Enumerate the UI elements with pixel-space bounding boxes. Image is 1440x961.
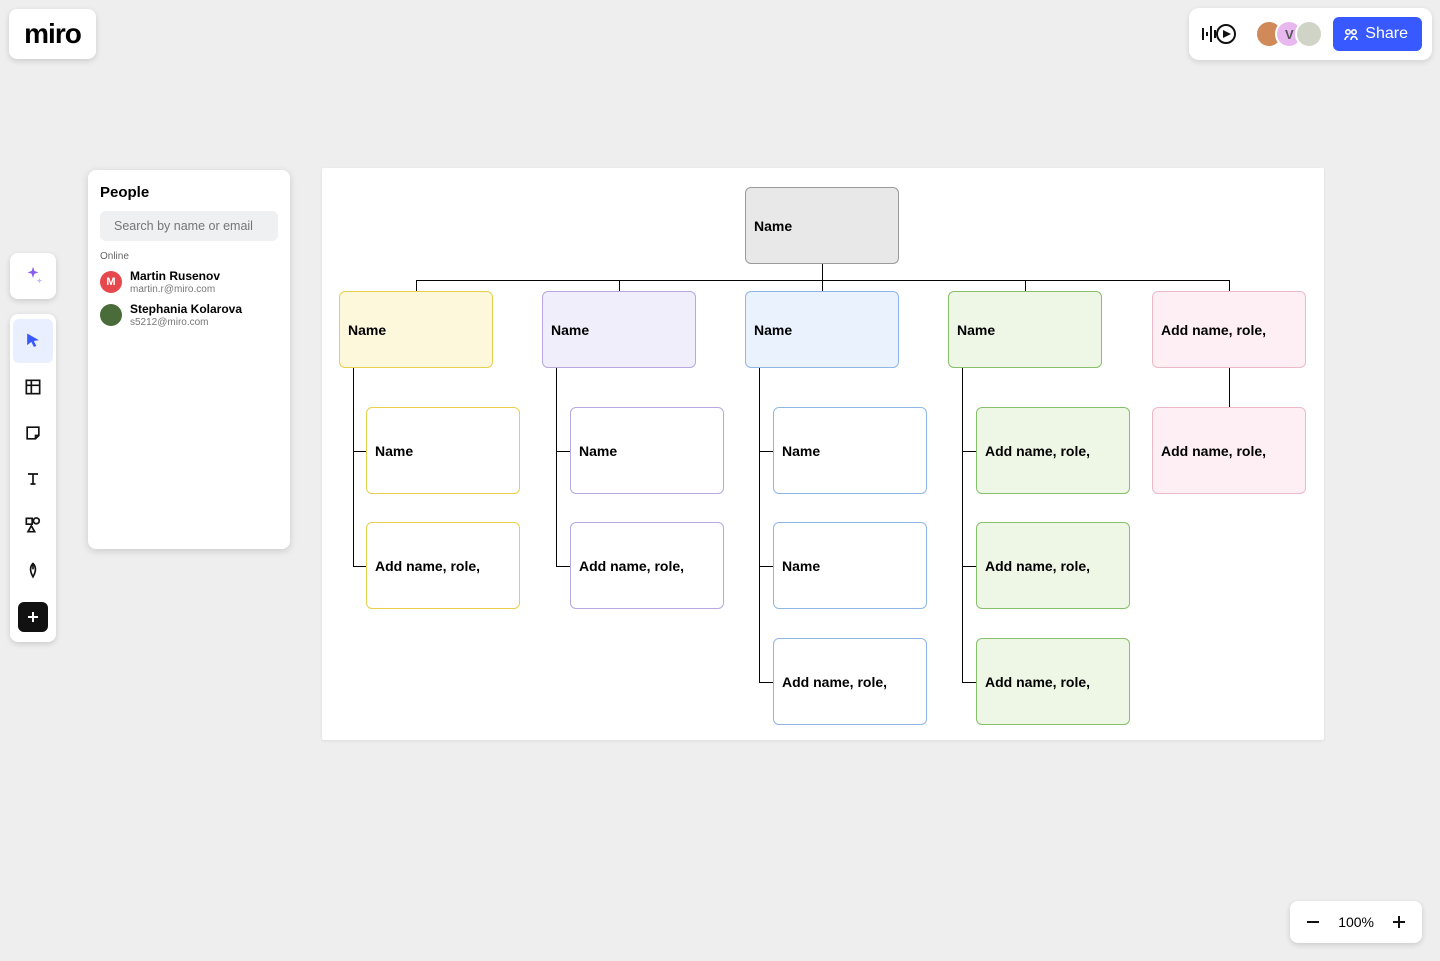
talktrack-icon[interactable] bbox=[1199, 20, 1245, 48]
person-avatar: M bbox=[100, 271, 122, 293]
logo-text: miro bbox=[24, 18, 81, 50]
connector bbox=[759, 566, 773, 567]
people-panel: People Online M Martin Rusenov martin.r@… bbox=[88, 170, 290, 549]
tool-frame[interactable] bbox=[13, 365, 53, 409]
share-button[interactable]: Share bbox=[1333, 17, 1422, 51]
collaborator-avatars[interactable]: V bbox=[1255, 20, 1323, 48]
share-label: Share bbox=[1365, 25, 1408, 43]
tool-shapes[interactable] bbox=[13, 503, 53, 547]
zoom-controls: 100% bbox=[1290, 901, 1422, 943]
connector bbox=[556, 451, 570, 452]
org-child-node[interactable]: Name bbox=[366, 407, 520, 494]
org-root-node[interactable]: Name bbox=[745, 187, 899, 264]
connector bbox=[1229, 280, 1230, 291]
connector bbox=[1025, 280, 1026, 291]
org-head-node[interactable]: Name bbox=[948, 291, 1102, 368]
connector bbox=[353, 451, 366, 452]
connector bbox=[962, 368, 963, 682]
org-child-node[interactable]: Add name, role, bbox=[773, 638, 927, 725]
org-head-node[interactable]: Add name, role, bbox=[1152, 291, 1306, 368]
people-section-label: Online bbox=[100, 251, 278, 262]
connector bbox=[1229, 368, 1230, 407]
connector bbox=[822, 264, 823, 280]
people-search-input[interactable] bbox=[114, 219, 275, 233]
person-name: Martin Rusenov bbox=[130, 270, 220, 284]
person-row[interactable]: Stephania Kolarova s5212@miro.com bbox=[100, 299, 278, 332]
connector bbox=[556, 566, 570, 567]
connector bbox=[353, 566, 366, 567]
org-child-node[interactable]: Add name, role, bbox=[1152, 407, 1306, 494]
tool-add[interactable] bbox=[18, 602, 48, 632]
people-title: People bbox=[100, 184, 278, 201]
toolbar bbox=[10, 314, 56, 642]
connector bbox=[759, 682, 773, 683]
connector bbox=[556, 368, 557, 566]
person-email: martin.r@miro.com bbox=[130, 284, 220, 295]
zoom-value[interactable]: 100% bbox=[1338, 914, 1374, 930]
connector bbox=[822, 280, 823, 291]
person-email: s5212@miro.com bbox=[130, 317, 242, 328]
tool-text[interactable] bbox=[13, 457, 53, 501]
org-head-node[interactable]: Name bbox=[542, 291, 696, 368]
org-child-node[interactable]: Add name, role, bbox=[366, 522, 520, 609]
connector bbox=[962, 451, 976, 452]
share-icon bbox=[1343, 26, 1359, 42]
zoom-in-button[interactable] bbox=[1388, 911, 1410, 933]
collaborator-avatar[interactable] bbox=[1295, 20, 1323, 48]
org-child-node[interactable]: Add name, role, bbox=[976, 407, 1130, 494]
org-child-node[interactable]: Add name, role, bbox=[570, 522, 724, 609]
org-child-node[interactable]: Name bbox=[773, 522, 927, 609]
connector bbox=[759, 368, 760, 682]
org-child-node[interactable]: Add name, role, bbox=[976, 638, 1130, 725]
people-search[interactable] bbox=[100, 211, 278, 241]
tool-select[interactable] bbox=[13, 319, 53, 363]
org-head-node[interactable]: Name bbox=[339, 291, 493, 368]
connector bbox=[759, 451, 773, 452]
org-child-node[interactable]: Name bbox=[570, 407, 724, 494]
connector bbox=[619, 280, 620, 291]
person-avatar bbox=[100, 304, 122, 326]
connector bbox=[962, 682, 976, 683]
tool-pen[interactable] bbox=[13, 549, 53, 593]
person-row[interactable]: M Martin Rusenov martin.r@miro.com bbox=[100, 266, 278, 299]
tool-sticky[interactable] bbox=[13, 411, 53, 455]
org-child-node[interactable]: Name bbox=[773, 407, 927, 494]
topbar: V Share bbox=[1189, 8, 1432, 60]
org-head-node[interactable]: Name bbox=[745, 291, 899, 368]
connector bbox=[353, 368, 354, 566]
zoom-out-button[interactable] bbox=[1302, 911, 1324, 933]
logo-card[interactable]: miro bbox=[9, 9, 96, 59]
person-name: Stephania Kolarova bbox=[130, 303, 242, 317]
connector bbox=[962, 566, 976, 567]
connector bbox=[416, 280, 417, 291]
org-child-node[interactable]: Add name, role, bbox=[976, 522, 1130, 609]
ai-tool-button[interactable] bbox=[10, 253, 56, 299]
